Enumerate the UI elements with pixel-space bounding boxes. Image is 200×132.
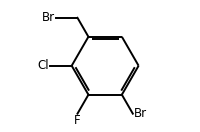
Text: Br: Br (42, 11, 55, 24)
Text: Cl: Cl (38, 59, 49, 72)
Text: Br: Br (133, 107, 147, 120)
Text: F: F (74, 114, 81, 127)
